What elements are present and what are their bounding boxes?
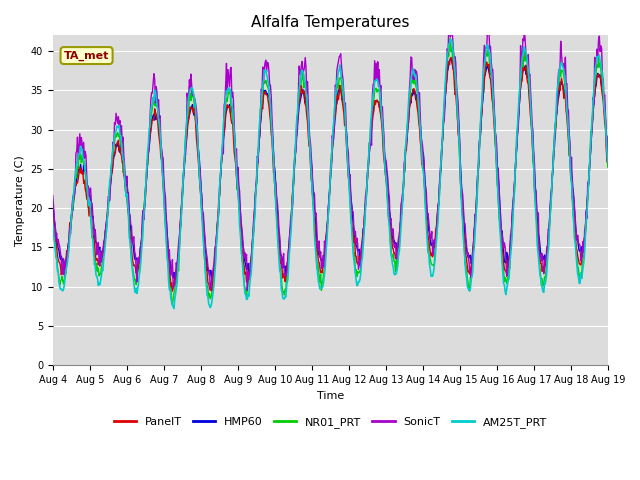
PanelT [168,288,176,294]
PanelT [49,218,56,224]
HMP60 [59,257,67,263]
PanelT [604,159,612,165]
NR01_PRT [399,197,406,203]
AM25T_PRT [59,288,67,294]
AM25T_PRT [173,281,181,287]
HMP60 [604,147,612,153]
PanelT [202,266,210,272]
SonicT [172,260,180,265]
PanelT [415,119,422,124]
NR01_PRT [168,301,176,307]
PanelT [173,264,181,270]
Title: Alfalfa Temperatures: Alfalfa Temperatures [251,15,410,30]
AM25T_PRT [415,101,422,107]
AM25T_PRT [116,132,124,137]
SonicT [49,192,56,198]
AM25T_PRT [49,220,56,226]
AM25T_PRT [604,159,612,165]
HMP60 [173,264,181,270]
X-axis label: Time: Time [317,391,344,400]
Legend: PanelT, HMP60, NR01_PRT, SonicT, AM25T_PRT: PanelT, HMP60, NR01_PRT, SonicT, AM25T_P… [109,412,552,432]
Y-axis label: Temperature (C): Temperature (C) [15,155,25,246]
HMP60 [447,56,455,61]
HMP60 [399,197,406,203]
PanelT [59,267,67,273]
Line: HMP60: HMP60 [52,59,608,285]
SonicT [202,245,209,251]
PanelT [447,55,455,60]
AM25T_PRT [447,36,454,42]
NR01_PRT [415,112,422,118]
SonicT [59,271,67,277]
HMP60 [116,149,124,155]
PanelT [399,197,406,203]
NR01_PRT [59,278,67,284]
Text: TA_met: TA_met [64,50,109,60]
HMP60 [171,282,179,288]
NR01_PRT [447,36,454,41]
AM25T_PRT [399,202,406,208]
NR01_PRT [173,271,181,276]
HMP60 [202,257,210,263]
SonicT [116,118,124,123]
AM25T_PRT [170,306,178,312]
SonicT [415,96,422,102]
Line: PanelT: PanelT [52,58,608,291]
HMP60 [415,110,422,116]
AM25T_PRT [202,284,210,289]
HMP60 [49,207,56,213]
NR01_PRT [202,278,210,284]
Line: AM25T_PRT: AM25T_PRT [52,39,608,309]
PanelT [116,144,124,150]
SonicT [445,17,453,23]
NR01_PRT [116,137,124,143]
SonicT [243,288,251,293]
SonicT [399,191,406,196]
Line: SonicT: SonicT [52,20,608,290]
Line: NR01_PRT: NR01_PRT [52,38,608,304]
SonicT [604,156,612,161]
NR01_PRT [604,164,612,170]
NR01_PRT [49,217,56,223]
